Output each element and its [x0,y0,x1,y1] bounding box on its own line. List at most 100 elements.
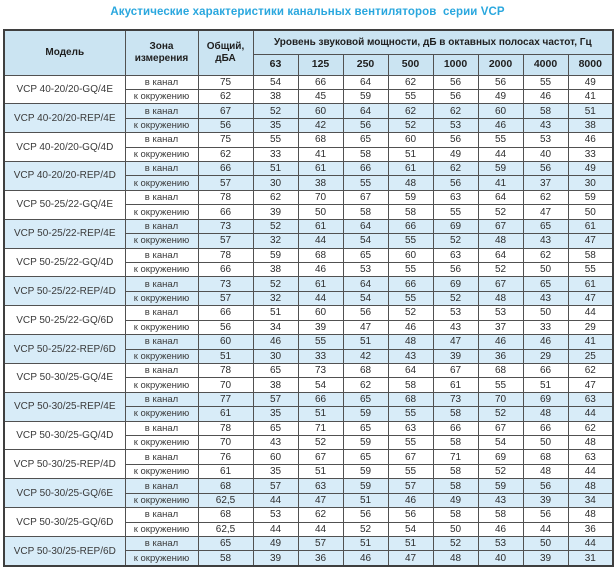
level-cell-2000hz: 53 [477,305,524,321]
level-cell-500hz: 48 [387,334,434,350]
level-cell-4000hz: 47 [522,204,569,220]
level-cell-250hz: 51 [342,492,389,509]
zone-cell: к окружению [124,319,199,336]
level-cell-4000hz: 48 [522,463,569,480]
level-cell-63hz: 38 [252,261,299,278]
level-cell-63hz: 57 [252,478,299,494]
total-dba-cell: 78 [197,189,254,206]
level-cell-1000hz: 43 [432,319,479,336]
level-cell-1000hz: 63 [432,189,479,206]
zone-cell: к окружению [124,261,199,278]
level-cell-8000hz: 51 [567,103,614,119]
zone-cell: в канал [124,218,199,235]
acoustics-table: Модель Зона измерения Общий, дБА Уровень… [3,29,615,567]
level-cell-500hz: 55 [387,435,434,451]
level-cell-250hz: 65 [342,247,389,263]
table-row: VCP 50-30/25-GQ/4E в канал 78 65 73 68 64 67 68 6… [3,362,614,393]
level-cell-4000hz: 37 [522,175,569,191]
level-cell-250hz: 54 [342,233,389,249]
level-cell-125hz: 36 [297,550,344,567]
level-cell-4000hz: 50 [522,305,569,321]
level-cell-2000hz: 69 [477,449,524,465]
level-cell-8000hz: 33 [567,146,614,163]
level-cell-250hz: 47 [342,319,389,336]
level-cell-250hz: 64 [342,218,389,235]
level-cell-63hz: 34 [252,319,299,336]
model-cell: VCP 40-20/20-REP/4E [3,103,126,134]
level-cell-1000hz: 62 [432,161,479,177]
total-dba-cell: 62,5 [197,492,254,509]
level-cell-250hz: 59 [342,88,389,105]
level-cell-63hz: 44 [252,492,299,509]
level-cell-4000hz: 39 [522,492,569,509]
zone-cell: в канал [124,189,199,206]
total-dba-cell: 68 [197,507,254,523]
table-row: к окружению 62,5 44 44 52 54 50 46 44 36 [4,521,614,538]
table-row: к окружению 70 38 54 62 58 61 55 51 47 [4,377,614,393]
model-cell: VCP 50-25/22-GQ/6D [3,305,126,336]
table-row: VCP 40-20/20-REP/4D в канал 66 51 61 66 61 62 59… [3,161,614,191]
total-dba-cell: 56 [197,117,254,134]
model-cell: VCP 50-30/25-REP/6D [3,536,126,567]
table-row: к окружению 51 30 33 42 43 39 36 29 25 [4,348,614,364]
level-cell-63hz: 51 [252,161,299,177]
table-row: VCP 50-25/22-GQ/4D в канал 78 59 68 65 60 63 64 6… [3,247,614,278]
total-dba-cell: 70 [197,377,254,393]
level-cell-8000hz: 44 [567,305,614,321]
total-dba-cell: 61 [197,406,254,422]
level-cell-63hz: 38 [252,88,299,105]
level-cell-4000hz: 62 [522,189,569,206]
zone-cell: в канал [124,334,199,350]
level-cell-2000hz: 68 [477,362,524,379]
level-cell-4000hz: 46 [522,88,569,105]
level-cell-63hz: 39 [252,204,299,220]
level-cell-8000hz: 46 [567,132,614,148]
total-dba-cell: 76 [197,449,254,465]
total-dba-cell: 66 [197,204,254,220]
zone-cell: к окружению [124,146,199,163]
header-freq-500: 500 [387,53,434,76]
level-cell-63hz: 33 [252,146,299,163]
level-cell-250hz: 52 [342,521,389,538]
total-dba-cell: 57 [197,233,254,249]
total-dba-cell: 78 [197,362,254,379]
level-cell-1000hz: 56 [432,261,479,278]
total-dba-cell: 78 [197,247,254,263]
level-cell-125hz: 61 [297,218,344,235]
level-cell-250hz: 55 [342,175,389,191]
level-cell-2000hz: 64 [477,189,524,206]
table-row: VCP 40-20/20-REP/4E в канал 67 52 60 64 62 62 60… [3,103,614,134]
table-row: к окружению 57 32 44 54 55 52 48 43 47 [4,233,614,249]
level-cell-500hz: 51 [387,535,434,552]
level-cell-125hz: 51 [297,463,344,480]
level-cell-250hz: 64 [342,276,389,292]
level-cell-500hz: 46 [387,319,434,336]
level-cell-2000hz: 49 [477,88,524,105]
level-cell-4000hz: 66 [522,420,569,437]
level-cell-125hz: 60 [297,103,344,119]
level-cell-250hz: 68 [342,362,389,379]
zone-cell: в канал [124,507,199,523]
model-cell: VCP 40-20/20-GQ/4E [3,74,126,105]
header-levels: Уровень звуковой мощности, дБ в октавных… [252,29,614,55]
level-cell-125hz: 44 [297,233,344,249]
page-title: Акустические характеристики канальных ве… [110,6,505,18]
level-cell-125hz: 52 [297,435,344,451]
level-cell-63hz: 35 [252,117,299,134]
level-cell-500hz: 62 [387,103,434,119]
model-cell: VCP 50-30/25-GQ/4E [3,362,126,393]
level-cell-1000hz: 67 [432,362,479,379]
total-dba-cell: 75 [197,132,254,148]
total-dba-cell: 62 [197,146,254,163]
table-row: VCP 50-30/25-GQ/4D в канал 78 65 71 65 63 66 67 6… [3,420,614,451]
zone-cell: к окружению [124,377,199,393]
total-dba-cell: 66 [197,305,254,321]
zone-cell: в канал [124,449,199,465]
level-cell-500hz: 55 [387,88,434,105]
model-cell: VCP 50-25/22-REP/4D [3,276,126,307]
total-dba-cell: 70 [197,435,254,451]
level-cell-125hz: 68 [297,132,344,148]
level-cell-4000hz: 66 [522,362,569,379]
table-row: VCP 50-30/25-REP/4E в канал 77 57 66 65 68 73 70… [3,391,614,422]
level-cell-2000hz: 70 [477,391,524,408]
